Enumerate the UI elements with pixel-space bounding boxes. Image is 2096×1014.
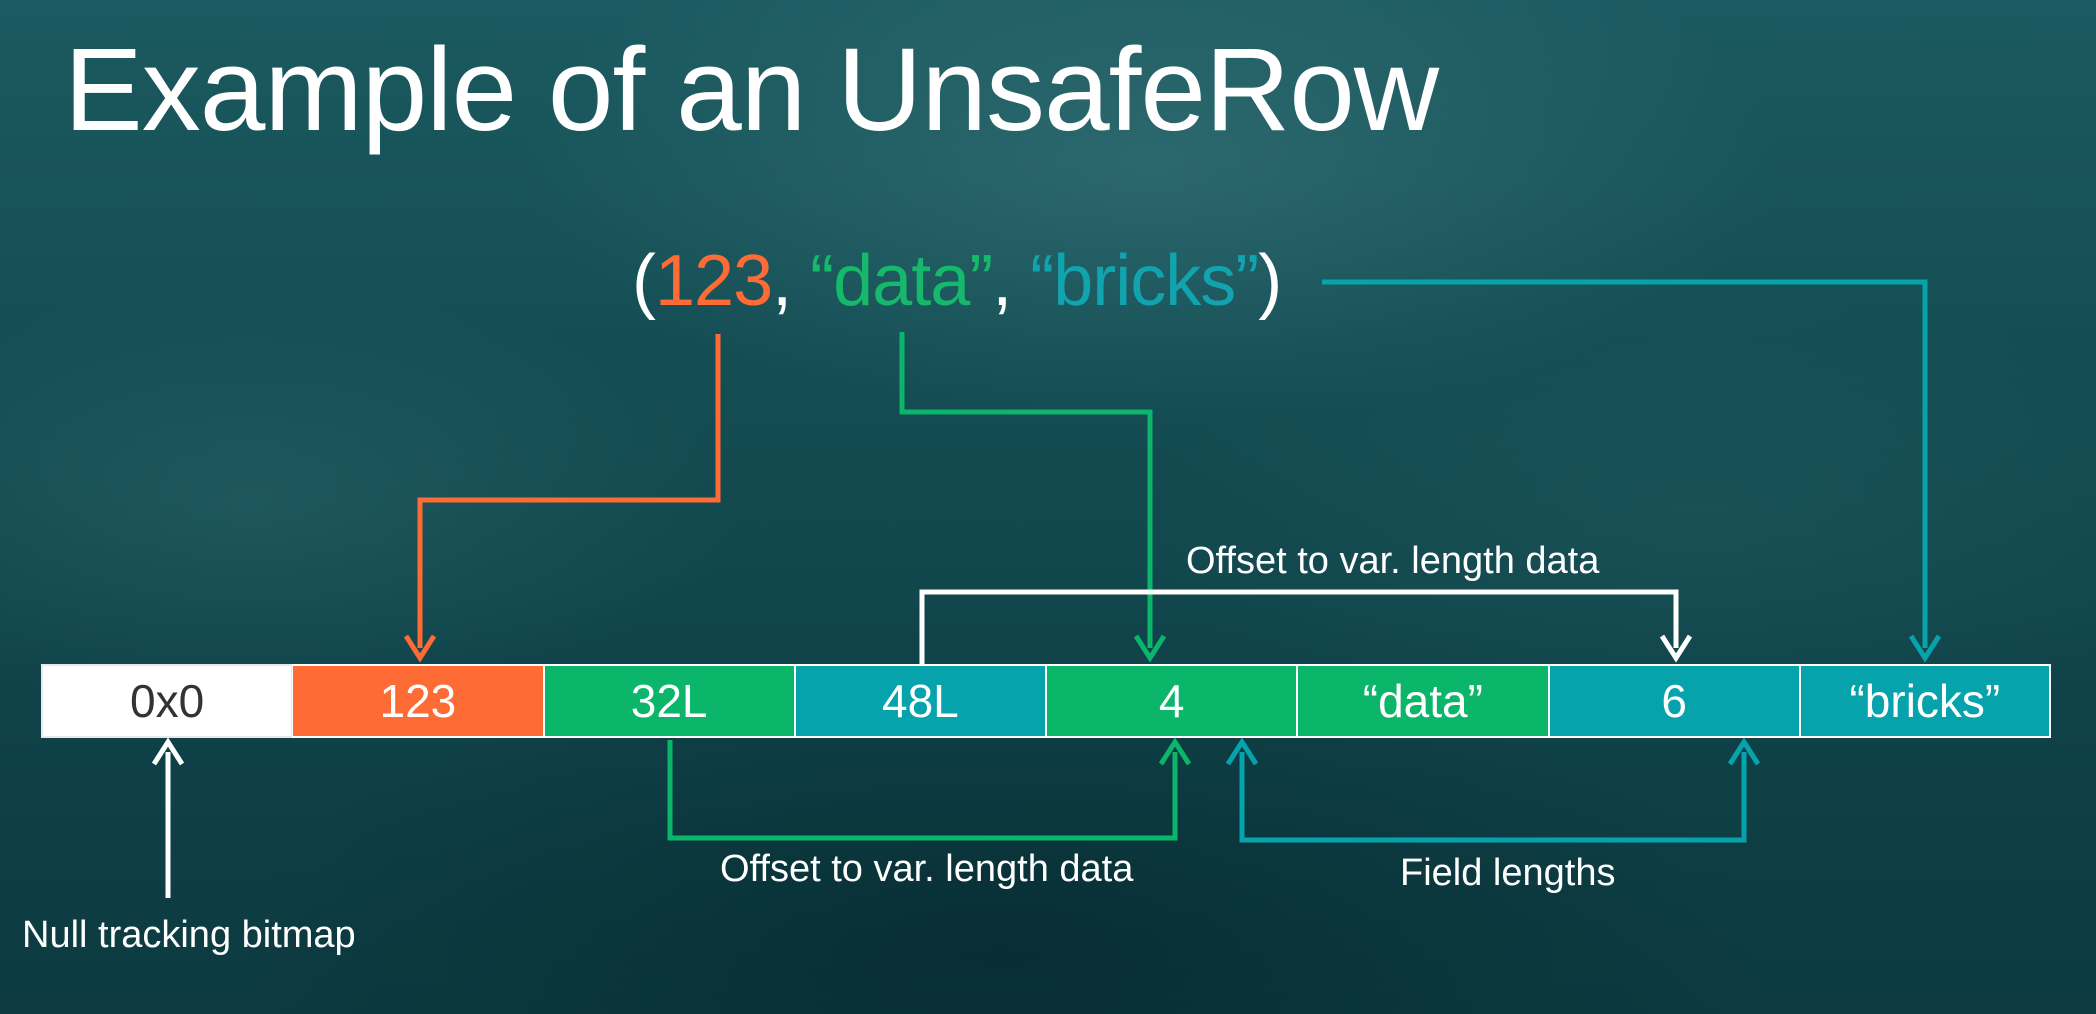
cell-bricks-length: 6 bbox=[1548, 664, 1800, 738]
label-null-bitmap: Null tracking bitmap bbox=[22, 914, 356, 956]
cell-bricks-offset: 48L bbox=[794, 664, 1046, 738]
tuple-value-data: “data” bbox=[810, 241, 993, 321]
arrow-tuple-123-to-cell bbox=[403, 334, 721, 663]
unsafe-row-cells: 0x0 123 32L 48L 4 “data” 6 “bricks” bbox=[41, 664, 2051, 738]
tuple-value-123: 123 bbox=[654, 241, 773, 321]
arrow-field-lengths bbox=[1225, 737, 1761, 843]
cell-data-length: 4 bbox=[1046, 664, 1298, 738]
label-field-lengths: Field lengths bbox=[1400, 852, 1616, 894]
cell-data-string: “data” bbox=[1297, 664, 1549, 738]
tuple-comma: , bbox=[992, 241, 1031, 321]
label-offset-top: Offset to var. length data bbox=[1186, 540, 1600, 582]
tuple-value-bricks: “bricks” bbox=[1030, 241, 1259, 321]
arrow-tuple-bricks-to-cell bbox=[1322, 279, 1942, 663]
tuple-comma: , bbox=[772, 241, 811, 321]
arrow-offset-48l-to-6 bbox=[919, 589, 1693, 664]
arrow-tuple-data-to-cell bbox=[899, 332, 1167, 663]
tuple-open-paren: ( bbox=[632, 241, 656, 321]
cell-data-offset: 32L bbox=[543, 664, 795, 738]
tuple-close-paren: ) bbox=[1258, 241, 1282, 321]
page-title: Example of an UnsafeRow bbox=[64, 24, 1439, 156]
arrow-offset-32l-to-4 bbox=[667, 737, 1192, 841]
cell-null-bitmap: 0x0 bbox=[41, 664, 293, 738]
label-offset-bottom: Offset to var. length data bbox=[720, 848, 1134, 890]
arrow-null-bitmap bbox=[151, 737, 185, 898]
cell-int-value: 123 bbox=[292, 664, 544, 738]
cell-bricks-string: “bricks” bbox=[1799, 664, 2051, 738]
tuple-expression: (123, “data”, “bricks”) bbox=[632, 236, 1282, 326]
